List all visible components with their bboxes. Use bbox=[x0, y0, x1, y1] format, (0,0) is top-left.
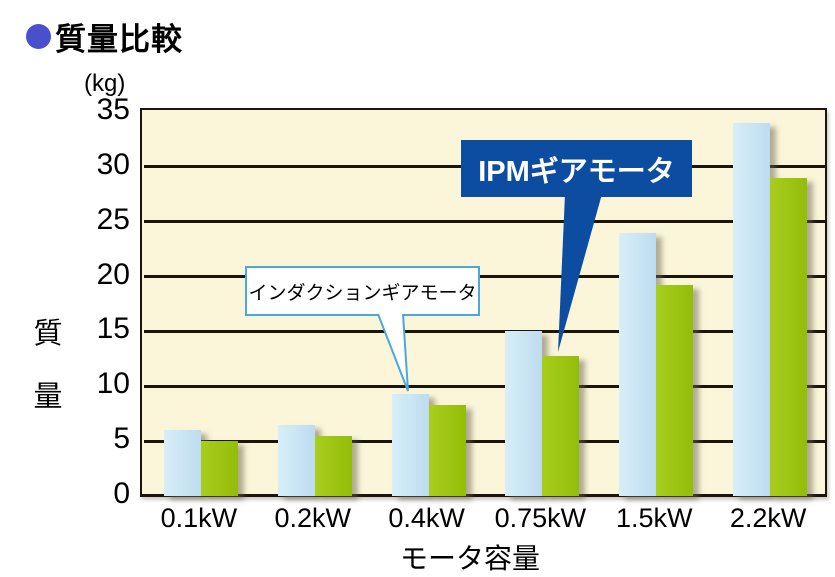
page-header: 質量比較 bbox=[26, 14, 183, 59]
bar-ipm-0.75kW bbox=[542, 355, 580, 496]
x-tick-label-0.4kW: 0.4kW bbox=[388, 503, 465, 533]
y-tick-label-20: 20 bbox=[96, 257, 130, 291]
y-tick-label-10: 10 bbox=[96, 367, 130, 401]
bar-induction-0.4kW bbox=[391, 393, 429, 496]
y-tick-label-30: 30 bbox=[96, 147, 130, 181]
x-axis-title: モータ容量 bbox=[399, 543, 540, 574]
gridline-20 bbox=[144, 275, 827, 279]
y-tick-label-35: 35 bbox=[96, 93, 130, 126]
bar-ipm-0.2kW bbox=[314, 435, 352, 496]
bar-induction-1.5kW bbox=[619, 232, 657, 496]
y-tick-label-5: 5 bbox=[113, 422, 130, 456]
gridline-5 bbox=[144, 439, 827, 443]
gridline-15 bbox=[144, 329, 827, 333]
y-tick-label-25: 25 bbox=[96, 202, 130, 236]
page-title: 質量比較 bbox=[55, 22, 183, 57]
bar-ipm-2.2kW bbox=[770, 177, 808, 496]
bar-induction-2.2kW bbox=[733, 122, 771, 496]
x-tick-label-2.2kW: 2.2kW bbox=[729, 503, 807, 533]
gridline-10 bbox=[144, 384, 827, 388]
bar-induction-0.2kW bbox=[277, 424, 315, 496]
callout-induction-gear-motor: インダクションギアモータ bbox=[245, 266, 480, 316]
callout-ipm-gear-motor: IPMギアモータ bbox=[461, 140, 692, 197]
y-axis-label-char: 量 bbox=[33, 381, 63, 413]
bar-induction-0.1kW bbox=[163, 430, 201, 496]
bar-induction-0.75kW bbox=[505, 331, 543, 496]
x-tick-label-0.1kW: 0.1kW bbox=[160, 503, 238, 533]
y-tick-label-15: 15 bbox=[96, 312, 130, 346]
title-bullet-icon bbox=[26, 24, 51, 49]
y-axis-unit: (kg) bbox=[84, 70, 126, 97]
gridline-25 bbox=[144, 220, 827, 224]
x-tick-label-0.75kW: 0.75kW bbox=[494, 503, 587, 533]
y-axis-label: 質 量 bbox=[30, 310, 66, 415]
bar-ipm-0.4kW bbox=[428, 404, 466, 496]
bar-ipm-1.5kW bbox=[656, 285, 694, 496]
bar-ipm-0.1kW bbox=[200, 441, 238, 496]
x-tick-label-0.2kW: 0.2kW bbox=[274, 503, 352, 533]
y-tick-label-0: 0 bbox=[113, 477, 130, 510]
x-tick-label-1.5kW: 1.5kW bbox=[615, 503, 693, 533]
y-axis-label-char: 質 bbox=[33, 318, 63, 350]
